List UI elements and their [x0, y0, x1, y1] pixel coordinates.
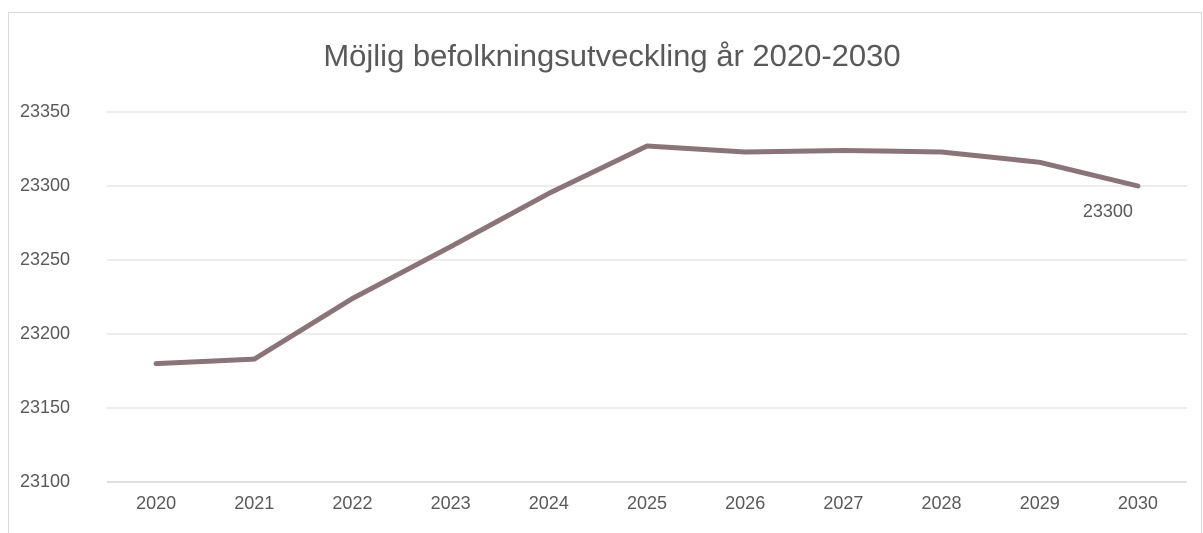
y-tick-label: 23250 — [20, 249, 70, 269]
chart-frame — [8, 12, 1202, 533]
y-tick-label: 23300 — [20, 175, 70, 195]
y-tick-label: 23150 — [20, 397, 70, 417]
y-tick-label: 23200 — [20, 323, 70, 343]
x-tick-label: 2020 — [136, 493, 176, 513]
x-tick-label: 2024 — [529, 493, 569, 513]
x-tick-label: 2030 — [1118, 493, 1158, 513]
x-tick-label: 2023 — [431, 493, 471, 513]
x-tick-label: 2028 — [922, 493, 962, 513]
line-series — [153, 143, 1141, 367]
data-label: 23300 — [1083, 201, 1133, 221]
y-tick-label: 23350 — [20, 101, 70, 121]
x-tick-label: 2025 — [627, 493, 667, 513]
x-tick-label: 2021 — [234, 493, 274, 513]
y-tick-label: 23100 — [20, 471, 70, 491]
x-tick-label: 2026 — [725, 493, 765, 513]
chart-title: Möjlig befolkningsutveckling år 2020-203… — [323, 38, 900, 73]
x-tick-label: 2022 — [332, 493, 372, 513]
x-tick-label: 2029 — [1020, 493, 1060, 513]
x-tick-label: 2027 — [823, 493, 863, 513]
